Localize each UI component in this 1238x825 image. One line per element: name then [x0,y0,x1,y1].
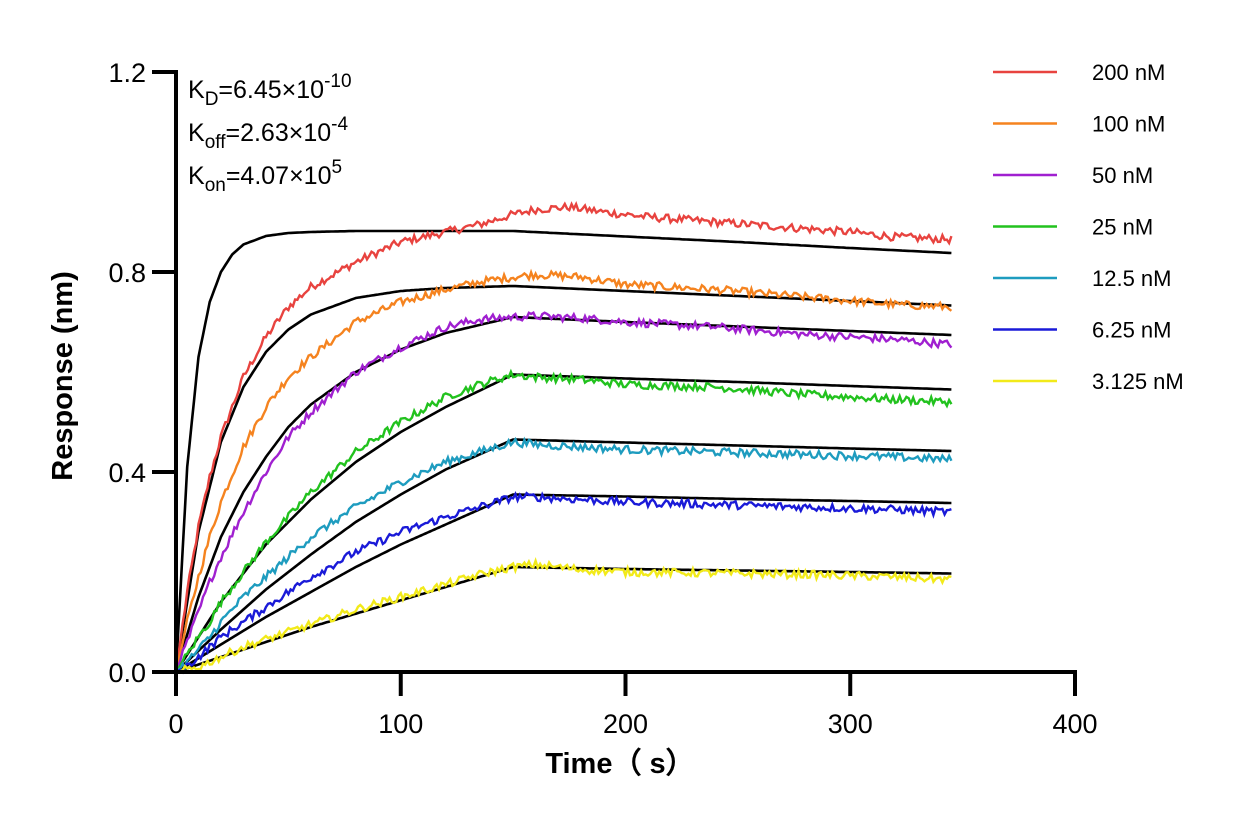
fit-curves [174,229,952,674]
legend-label: 50 nM [1092,163,1153,188]
fit-curve-12-5-nm [175,438,952,673]
x-tick-label: 400 [1052,709,1097,739]
y-axis-title: Response (nm) [47,271,79,480]
legend-item-200-nm: 200 nM [993,60,1165,85]
legend-item-50-nm: 50 nM [993,163,1153,188]
y-tick-label: 1.2 [108,58,146,88]
series-line-25-nm [174,368,953,673]
legend-label: 3.125 nM [1092,369,1184,394]
x-tick-label: 100 [378,709,423,739]
fit-curve-3-125-nm [175,565,952,674]
fit-curve-200-nm [174,229,952,673]
legend-label: 200 nM [1092,60,1165,85]
ticks: 0.0 0.4 0.8 1.2 0 100 200 300 400 [108,58,1097,739]
series-line-3-125-nm [175,557,952,674]
annotation-kd: KD=6.45×10-10 [188,71,352,110]
x-tick-label: 200 [603,709,648,739]
fit-curve-100-nm [174,284,952,673]
legend-label: 100 nM [1092,112,1165,137]
legend: 200 nM 100 nM 50 nM 25 nM 12.5 nM 6.25 nM 3.12… [993,60,1184,394]
y-tick-label: 0.0 [108,658,146,688]
annotation-koff: Koff=2.63×10-4 [188,114,348,153]
series-line-12-5-nm [175,436,953,673]
x-tick-label: 300 [828,709,873,739]
series-line-50-nm [174,311,953,673]
fit-curve-25-nm [174,373,952,673]
series-line-200-nm [174,200,953,673]
series-line-100-nm [174,268,953,673]
y-tick-label: 0.8 [108,258,146,288]
legend-item-6-25-nm: 6.25 nM [993,318,1172,343]
annotation-kinetics: KD=6.45×10-10 Koff=2.63×10-4 Kon=4.07×10… [188,71,352,196]
x-axis-title: Time（ s） [545,747,694,780]
series-line-6-25-nm [175,491,952,675]
annotation-kon: Kon=4.07×105 [188,157,342,196]
legend-item-12-5-nm: 12.5 nM [993,266,1172,291]
legend-label: 6.25 nM [1092,318,1172,343]
y-tick-label: 0.4 [108,458,146,488]
x-tick-label: 0 [168,709,183,739]
legend-item-3-125-nm: 3.125 nM [993,369,1184,394]
data-series [174,200,953,675]
legend-item-25-nm: 25 nM [993,215,1153,240]
legend-label: 12.5 nM [1092,266,1172,291]
legend-item-100-nm: 100 nM [993,112,1165,137]
legend-label: 25 nM [1092,215,1153,240]
fit-curve-6-25-nm [175,493,952,674]
